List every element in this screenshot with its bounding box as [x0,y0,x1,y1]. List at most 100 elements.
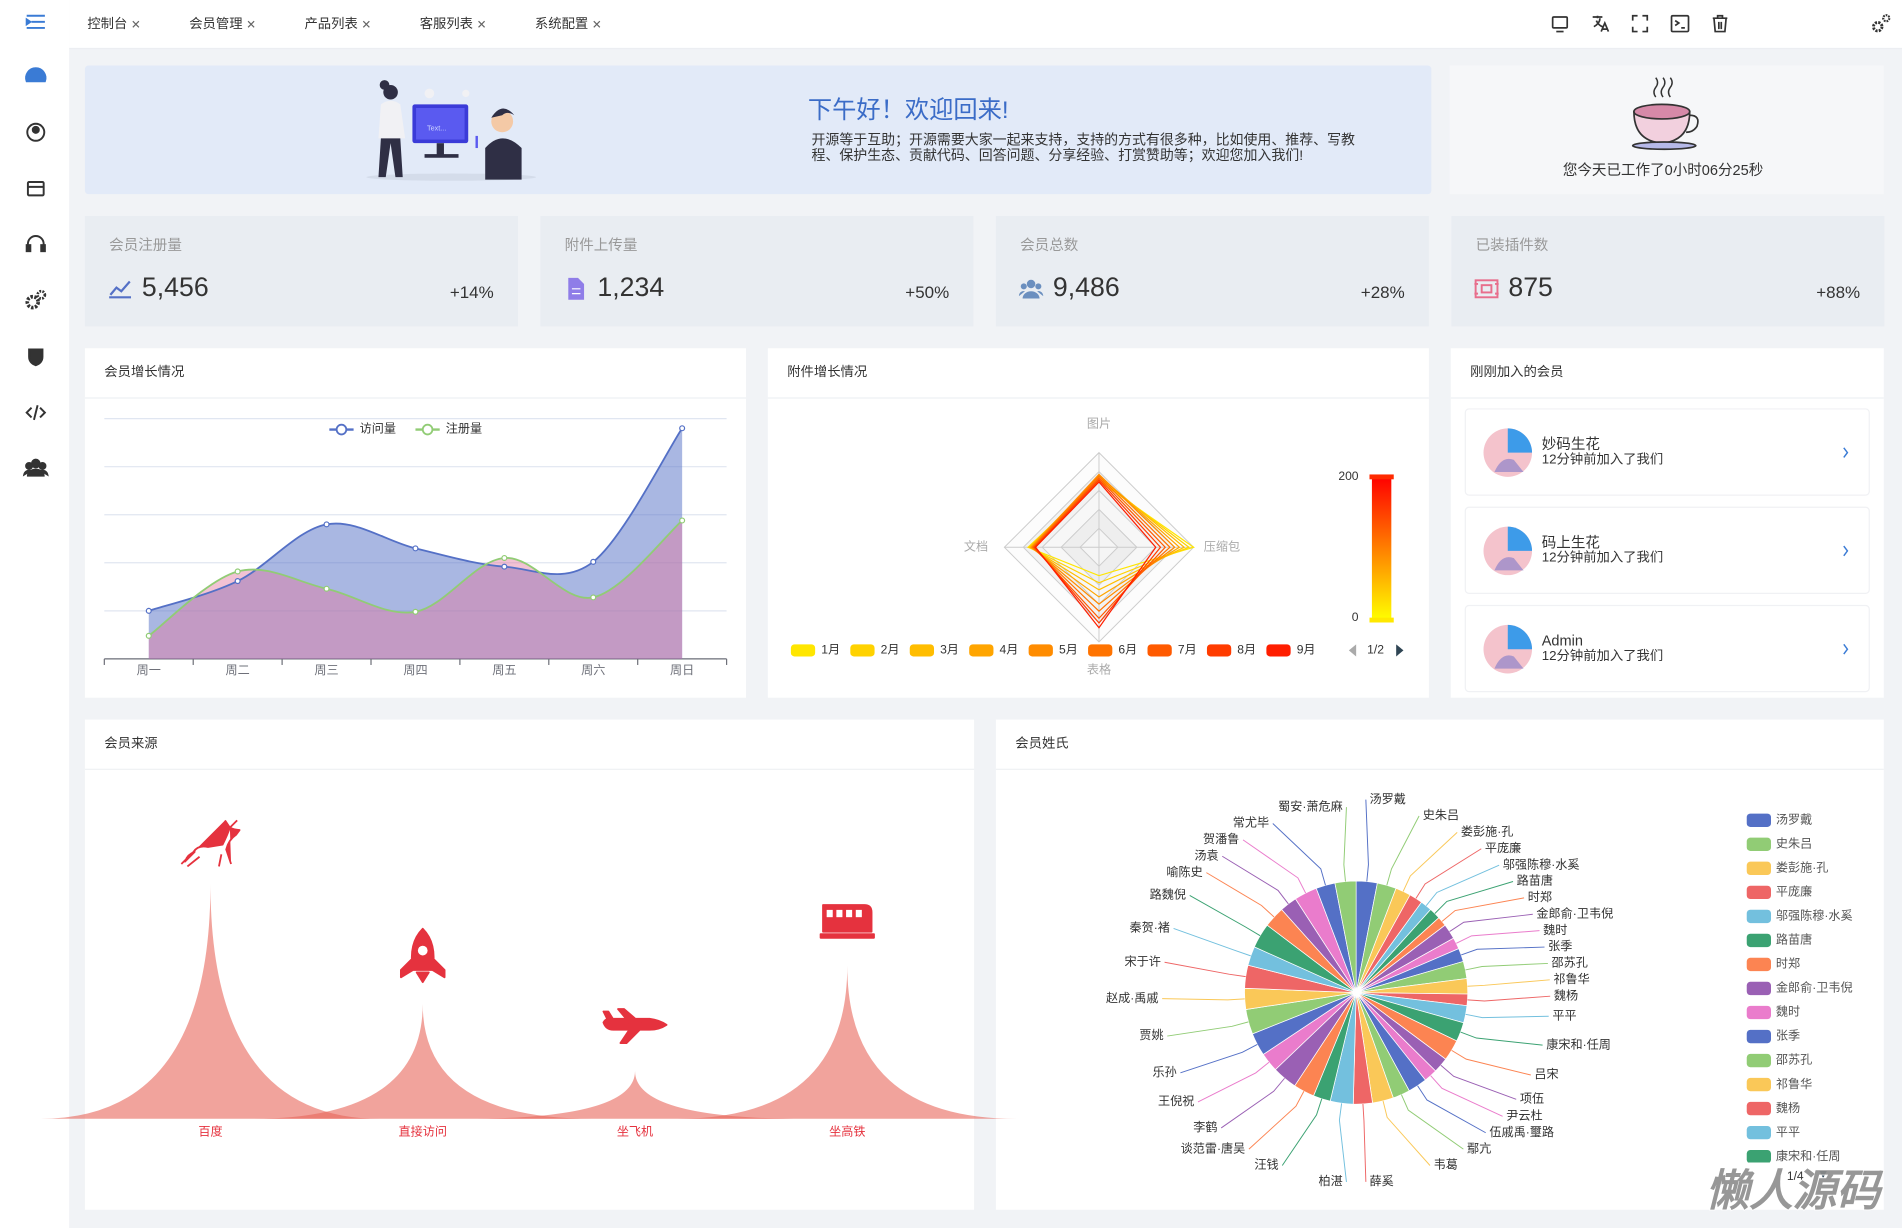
chevron [1843,545,1849,557]
legend-symbol [1746,861,1771,876]
legend-item[interactable]: 平庞廉 [1746,884,1812,900]
pie-leader [1242,839,1307,894]
point [590,594,597,601]
cup-illustration [1631,77,1699,151]
nav-dashboard[interactable] [25,67,47,83]
menu-toggle[interactable] [25,14,45,29]
toolbar-settings[interactable] [1872,14,1891,33]
legend-item[interactable]: 史朱吕 [1746,837,1812,851]
tab-label: 系统配置 [535,16,588,31]
legend-item[interactable]: 汤罗戴 [1746,811,1812,827]
pie-label: 时郑 [1528,889,1552,904]
panel-title: 刚刚加入的会员 [1470,364,1563,379]
tab-close[interactable] [247,20,255,28]
legend-item[interactable]: 注册量 [415,421,482,436]
legend-item[interactable]: 祁鲁华 [1746,1076,1812,1092]
pie-leader [1465,1013,1549,1019]
legend-next[interactable] [1396,644,1404,657]
legend-item[interactable]: 张季 [1746,1029,1800,1044]
legend-item[interactable]: 魏杨 [1746,1100,1800,1116]
nav-group[interactable] [22,458,49,477]
nav-config[interactable] [25,289,47,310]
member-name: 妙码生花 [1542,436,1600,453]
stat-icon [1474,279,1499,299]
chevron [1843,447,1849,458]
sidebar-icons [22,14,49,477]
tab-label: 客服列表 [420,15,473,31]
nav-user[interactable] [26,122,46,142]
legend-symbol [1746,1149,1771,1163]
legend-prev[interactable] [1348,644,1357,657]
tab[interactable]: 控制台 [87,16,140,31]
tab-close[interactable] [362,20,370,28]
welcome-banner [84,65,1432,195]
legend-item[interactable]: 邬强陈穆·水奚 [1746,908,1853,924]
area [148,428,683,659]
legend-item[interactable]: 9月 [1266,643,1316,657]
tab-close[interactable] [593,20,601,28]
legend-item[interactable]: 访问量 [329,422,396,436]
legend-item[interactable]: 平平 [1746,1125,1800,1140]
legend-item[interactable]: 2月 [850,643,900,657]
legend-next[interactable] [1819,1170,1827,1179]
nav-code[interactable] [25,405,47,421]
member-source-panel [84,719,975,1210]
legend-item[interactable]: 娄彭施·孔 [1746,860,1829,876]
legend-item[interactable]: 时郑 [1746,956,1800,972]
toolbar-fullscreen[interactable] [1631,14,1649,33]
legend-item[interactable]: 4月 [969,643,1018,657]
legend-item[interactable]: 6月 [1088,643,1137,657]
legend-item[interactable]: 魏时 [1746,1004,1800,1020]
toolbar-translate[interactable] [1592,15,1610,32]
legend-item[interactable]: 3月 [909,643,959,657]
pie-label: 喻陈史 [1166,864,1202,879]
legend-item[interactable]: 5月 [1028,643,1078,657]
tab[interactable]: 会员管理 [189,16,255,31]
nav-service[interactable] [25,235,46,253]
legend-item[interactable]: 金郎俞·卫韦倪 [1746,980,1853,996]
visual-map-handle[interactable] [1369,617,1394,623]
pictorial-icon [399,927,446,984]
nav-product[interactable] [26,181,45,197]
legend-item[interactable]: 1月 [790,643,840,657]
pie-leader [1440,1064,1517,1100]
tab-close[interactable] [478,20,486,28]
tab[interactable]: 产品列表 [304,16,370,31]
legend-item[interactable]: 康宋和·任周 [1746,1148,1841,1163]
tab-label: 控制台 [87,16,127,31]
welcome-text-line: 程、保护生态、贡献代码、回答问题、分享经验、打赏赞助等；欢迎您加入我们! [812,147,1304,164]
legend-item[interactable]: 路苗唐 [1746,932,1812,948]
member-name: Admin [1542,634,1583,650]
icon-window [417,945,428,956]
legend-page: 1/4 [1787,1169,1804,1183]
toolbar-desktop[interactable] [1551,16,1569,33]
tab[interactable]: 系统配置 [535,16,601,31]
legend-label: 平平 [1776,1125,1800,1139]
toolbar-terminal[interactable] [1670,14,1690,33]
legend-label: 娄彭施·孔 [1776,860,1829,875]
legend-item[interactable]: 8月 [1206,643,1256,657]
legend-item[interactable]: 邵苏孔 [1746,1053,1812,1068]
icon-part [1022,291,1040,299]
stat-value: 5,456 [142,272,209,302]
visual-map-handle[interactable] [1369,474,1394,480]
icon-part [1035,283,1042,290]
legend-symbol [421,423,434,436]
toolbar-clear[interactable] [1712,14,1728,33]
nav-security[interactable] [28,348,44,367]
legend-label: 8月 [1237,643,1256,657]
pie-label: 韦葛 [1434,1158,1458,1172]
pie-leader [1451,1049,1531,1076]
pie-label: 乐孙 [1153,1065,1177,1079]
icon-part [1018,279,1044,299]
pie-leader [1248,1091,1305,1150]
pie-leader [1402,832,1458,892]
tab-close[interactable] [132,20,140,28]
legend-item[interactable]: 7月 [1147,643,1197,657]
pie-label: 魏杨 [1554,987,1578,1002]
tab[interactable]: 客服列表 [420,15,486,31]
